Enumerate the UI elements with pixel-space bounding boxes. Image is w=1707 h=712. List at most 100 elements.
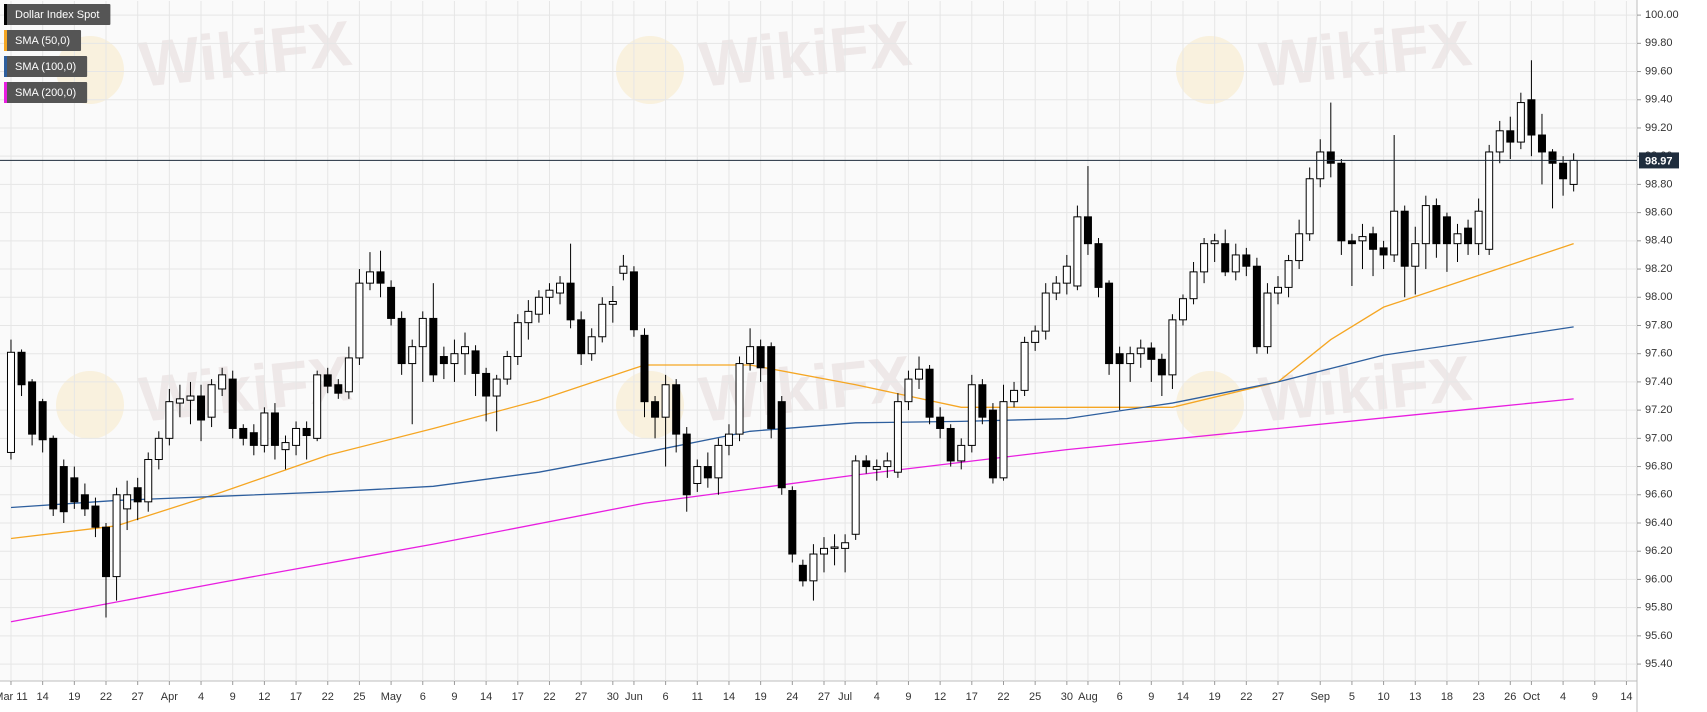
- x-tick-label: 12: [934, 691, 946, 703]
- candle-body: [1200, 243, 1209, 273]
- candle-body: [999, 401, 1008, 479]
- candle-body: [1464, 227, 1473, 245]
- x-tick-label: 9: [451, 691, 457, 703]
- x-tick-label: 14: [1177, 691, 1189, 703]
- x-tick-label: 17: [512, 691, 524, 703]
- candle-body: [1242, 254, 1251, 267]
- candle-body: [1221, 243, 1230, 273]
- candle-body: [577, 319, 586, 355]
- candle-body: [1358, 236, 1367, 242]
- candle-body: [1284, 260, 1293, 288]
- y-tick-label: 99.20: [1645, 122, 1673, 134]
- candle-body: [841, 542, 850, 549]
- candle-body: [1115, 353, 1124, 365]
- candle-body: [70, 477, 79, 503]
- candle-body: [492, 378, 501, 397]
- candle-body: [1305, 178, 1314, 235]
- candle-body: [1516, 102, 1525, 143]
- candle-body: [1326, 151, 1335, 164]
- candle-body: [17, 351, 26, 386]
- x-tick-label: 12: [258, 691, 270, 703]
- candle-body: [904, 378, 913, 403]
- candle-body: [598, 303, 607, 338]
- candle-body: [1548, 151, 1557, 164]
- x-tick-label: 19: [755, 691, 767, 703]
- candle-body: [38, 401, 47, 441]
- x-tick-label: 6: [1117, 691, 1123, 703]
- candle-body: [1263, 292, 1272, 348]
- candle-body: [418, 317, 427, 348]
- x-tick-label: Sep: [1310, 691, 1330, 703]
- x-tick-label: 10: [1377, 691, 1389, 703]
- candle-body: [1474, 210, 1483, 245]
- candle-body: [1537, 134, 1546, 153]
- candle-body: [1337, 162, 1346, 242]
- x-tick-label: 22: [543, 691, 555, 703]
- candle-body: [270, 412, 279, 446]
- watermark-logo: [1176, 371, 1244, 439]
- candle-body: [1295, 233, 1304, 262]
- candle-body: [503, 356, 512, 380]
- candle-body: [355, 282, 364, 359]
- last-price-box: [1639, 152, 1679, 169]
- x-tick-label: Mar 11: [0, 691, 28, 703]
- candle-body: [387, 286, 396, 319]
- candle-body: [1252, 265, 1261, 348]
- candle-body: [608, 300, 617, 305]
- candle-body: [397, 317, 406, 365]
- candle-body: [988, 409, 997, 479]
- candle-body: [1073, 216, 1082, 287]
- candle-body: [1495, 130, 1504, 153]
- x-tick-label: 26: [1504, 691, 1516, 703]
- candle-body: [313, 374, 322, 439]
- legend-label: SMA (50,0): [15, 35, 70, 47]
- candle-body: [450, 353, 459, 365]
- sma-line: [10, 326, 1574, 509]
- candle-body: [682, 433, 691, 496]
- x-tick-label: 13: [1409, 691, 1421, 703]
- candle-body: [1210, 240, 1219, 245]
- candle-body: [376, 271, 385, 284]
- candle-body: [524, 310, 533, 324]
- candle-body: [144, 459, 153, 503]
- y-tick-label: 98.60: [1645, 207, 1673, 219]
- legend-label: SMA (200,0): [15, 87, 76, 99]
- y-tick-label: 97.00: [1645, 432, 1673, 444]
- y-tick-label: 99.80: [1645, 37, 1673, 49]
- x-tick-label: 4: [198, 691, 204, 703]
- x-tick-label: 4: [1560, 691, 1566, 703]
- candle-body: [186, 395, 195, 401]
- x-tick-label: 24: [786, 691, 798, 703]
- candle-body: [1411, 243, 1420, 267]
- candle-body: [925, 368, 934, 418]
- candle-body: [218, 374, 227, 390]
- candle-body: [133, 487, 142, 503]
- candle-body: [1442, 216, 1451, 245]
- watermark-logo: [616, 36, 684, 104]
- candle-body: [408, 346, 417, 365]
- y-tick-label: 96.00: [1645, 573, 1673, 585]
- candle-body: [1274, 286, 1283, 294]
- candle-body: [302, 427, 311, 437]
- candle-body: [102, 526, 111, 578]
- candle-body: [80, 494, 89, 510]
- candle-body: [693, 466, 702, 484]
- x-tick-label: 4: [874, 691, 880, 703]
- x-tick-label: 14: [37, 691, 49, 703]
- candle-body: [1506, 130, 1515, 143]
- x-tick-label: 9: [1592, 691, 1598, 703]
- candle-body: [123, 494, 132, 510]
- candle-body: [165, 401, 174, 439]
- x-tick-label: 17: [290, 691, 302, 703]
- candle-body: [460, 346, 469, 355]
- x-tick-label: 5: [1349, 691, 1355, 703]
- candle-body: [767, 346, 776, 429]
- legend-box: [4, 56, 88, 77]
- candle-body: [365, 271, 374, 284]
- candle-body: [1062, 265, 1071, 284]
- candle-body: [957, 444, 966, 462]
- x-tick-label: Oct: [1523, 691, 1540, 703]
- x-tick-label: 22: [997, 691, 1009, 703]
- y-tick-label: 99.60: [1645, 65, 1673, 77]
